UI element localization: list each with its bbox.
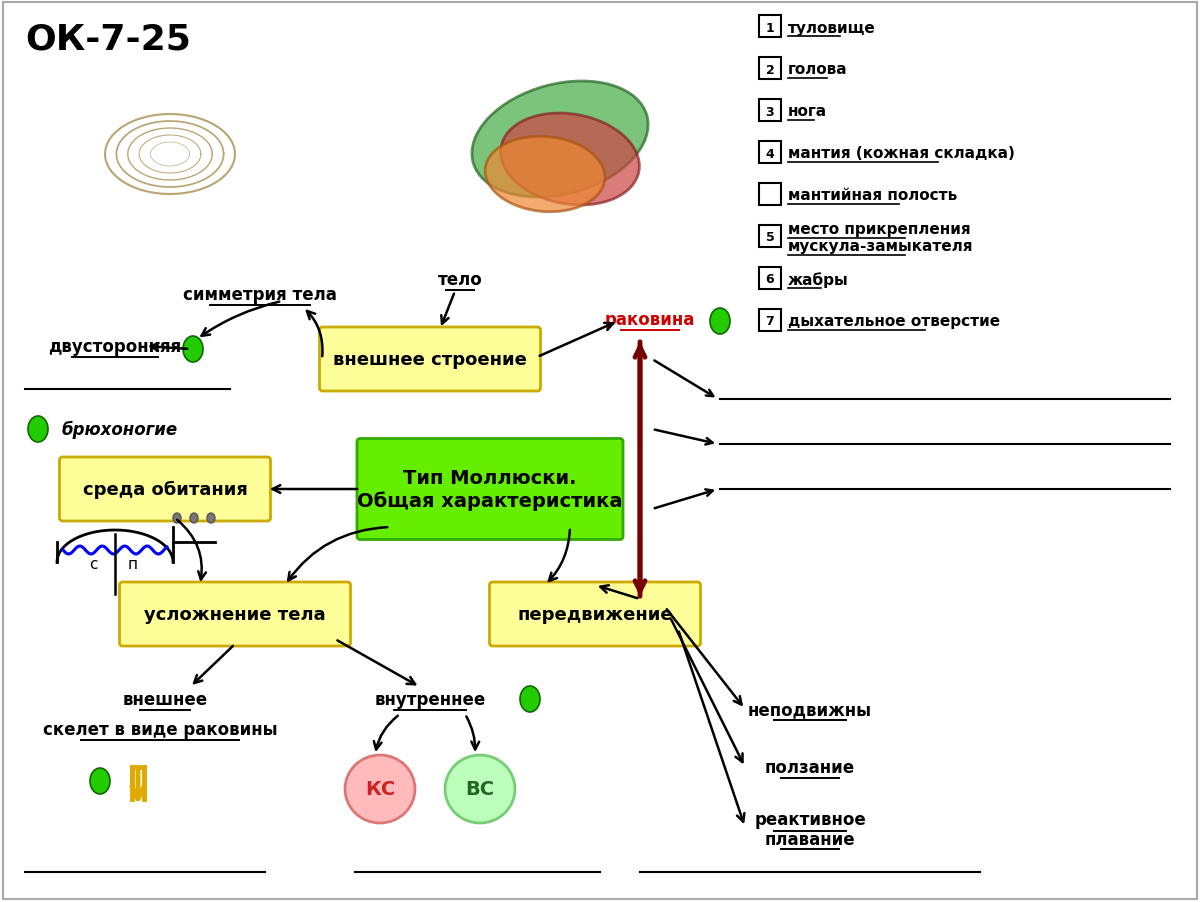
Text: 2: 2 [766, 63, 774, 77]
Text: мантия (кожная складка): мантия (кожная складка) [788, 146, 1015, 161]
Ellipse shape [182, 336, 203, 363]
Text: Тип Моллюски.
Общая характеристика: Тип Моллюски. Общая характеристика [358, 469, 623, 511]
Text: среда обитания: среда обитания [83, 481, 247, 499]
Text: ВС: ВС [466, 779, 494, 798]
Text: передвижение: передвижение [517, 605, 673, 623]
FancyBboxPatch shape [319, 327, 540, 391]
Text: п: п [128, 557, 138, 572]
FancyBboxPatch shape [120, 583, 350, 647]
Text: внешнее: внешнее [122, 690, 208, 708]
FancyBboxPatch shape [760, 16, 781, 38]
Text: неподвижны: неподвижны [748, 700, 872, 718]
Text: внешнее строение: внешнее строение [334, 351, 527, 369]
Text: 1: 1 [766, 22, 774, 34]
Text: 7: 7 [766, 315, 774, 328]
Ellipse shape [710, 308, 730, 335]
FancyBboxPatch shape [760, 100, 781, 122]
Text: с: с [89, 557, 97, 572]
Ellipse shape [190, 513, 198, 523]
Text: мантийная полость: мантийная полость [788, 189, 958, 203]
Text: ОК-7-25: ОК-7-25 [25, 23, 191, 57]
Text: раковина: раковина [605, 310, 695, 328]
Text: реактивное
плавание: реактивное плавание [754, 810, 866, 849]
FancyBboxPatch shape [760, 58, 781, 80]
Text: тело: тело [438, 271, 482, 289]
Text: симметрия тела: симметрия тела [184, 286, 337, 304]
Ellipse shape [208, 513, 215, 523]
Ellipse shape [500, 114, 640, 206]
Ellipse shape [28, 417, 48, 443]
Text: дыхательное отверстие: дыхательное отверстие [788, 314, 1000, 329]
FancyBboxPatch shape [60, 457, 270, 521]
Text: внутреннее: внутреннее [374, 690, 486, 708]
Text: туловище: туловище [788, 21, 876, 35]
Text: 4: 4 [766, 147, 774, 161]
Text: двусторонняя: двусторонняя [48, 337, 181, 355]
Ellipse shape [346, 755, 415, 824]
Text: 3: 3 [766, 106, 774, 118]
Text: 5: 5 [766, 231, 774, 244]
FancyBboxPatch shape [490, 583, 701, 647]
Ellipse shape [520, 686, 540, 713]
Ellipse shape [485, 137, 605, 213]
Text: скелет в виде раковины: скелет в виде раковины [43, 720, 277, 738]
Ellipse shape [173, 513, 181, 523]
Text: усложнение тела: усложнение тела [144, 605, 326, 623]
Text: мускула-замыкателя: мускула-замыкателя [788, 239, 973, 253]
Text: жабры: жабры [788, 272, 848, 288]
Ellipse shape [445, 755, 515, 824]
FancyBboxPatch shape [760, 309, 781, 332]
Ellipse shape [90, 769, 110, 794]
Text: ползание: ползание [764, 759, 856, 776]
Text: 6: 6 [766, 273, 774, 286]
Text: брюхоногие: брюхоногие [62, 420, 178, 438]
FancyBboxPatch shape [760, 142, 781, 164]
FancyBboxPatch shape [760, 184, 781, 206]
FancyBboxPatch shape [760, 226, 781, 248]
Ellipse shape [472, 82, 648, 198]
Text: голова: голова [788, 62, 847, 78]
Text: КС: КС [365, 779, 395, 798]
FancyBboxPatch shape [358, 439, 623, 540]
Text: место прикрепления: место прикрепления [788, 222, 971, 236]
FancyBboxPatch shape [760, 268, 781, 290]
Text: нога: нога [788, 105, 827, 119]
